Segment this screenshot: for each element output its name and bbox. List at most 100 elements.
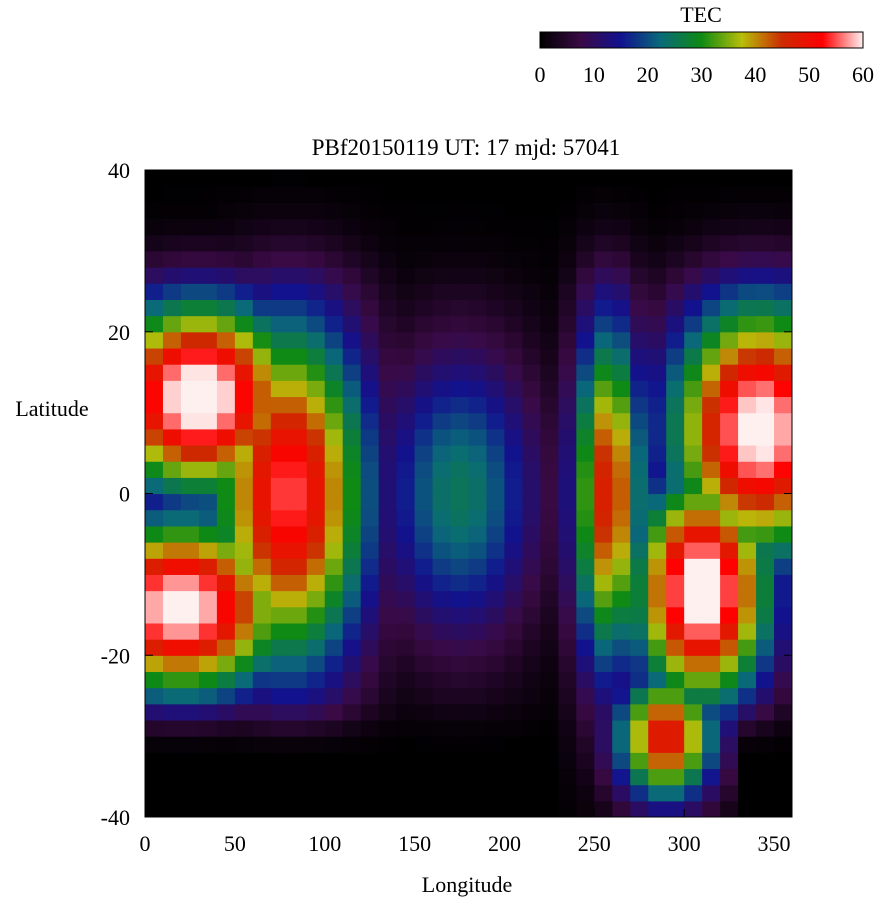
heatmap-cell: [342, 267, 362, 284]
heatmap-cell: [252, 622, 272, 640]
heatmap-cell: [630, 493, 649, 511]
heatmap-cell: [630, 331, 649, 349]
heatmap-cell: [270, 202, 290, 220]
x-tick-label: 300: [668, 831, 701, 856]
heatmap-cell: [468, 784, 488, 802]
heatmap-cell: [414, 509, 434, 527]
heatmap-cell: [162, 768, 182, 786]
heatmap-cell: [306, 428, 326, 446]
heatmap-cell: [198, 412, 218, 430]
heatmap-cell: [774, 509, 792, 527]
heatmap-cell: [216, 186, 236, 203]
heatmap-cell: [414, 525, 434, 543]
heatmap-cell: [288, 299, 308, 317]
heatmap-cell: [360, 525, 380, 543]
heatmap-cell: [504, 542, 524, 559]
heatmap-cell: [702, 444, 721, 462]
heatmap-cell: [252, 364, 272, 381]
heatmap-cell: [468, 622, 488, 640]
heatmap-cell: [162, 784, 182, 802]
heatmap-cell: [576, 315, 595, 333]
heatmap-cell: [360, 719, 380, 737]
heatmap-cell: [684, 800, 703, 817]
heatmap-cell: [630, 703, 649, 721]
heatmap-cell: [684, 428, 703, 446]
heatmap-cell: [432, 202, 452, 220]
heatmap-cell: [702, 800, 721, 817]
heatmap-cell: [684, 606, 703, 624]
heatmap-cell: [630, 380, 649, 398]
heatmap-cell: [198, 170, 218, 187]
heatmap-cell: [558, 331, 577, 349]
heatmap-cell: [576, 170, 595, 187]
heatmap-cell: [720, 768, 739, 786]
heatmap-cell: [630, 606, 649, 624]
heatmap-cell: [414, 606, 434, 624]
heatmap-cell: [432, 622, 452, 640]
heatmap-cell: [342, 558, 362, 575]
heatmap-cell: [180, 784, 200, 802]
heatmap-cell: [648, 590, 667, 608]
heatmap-cell: [486, 639, 506, 656]
heatmap-cell: [324, 170, 344, 187]
heatmap-cell: [234, 283, 254, 300]
heatmap-cell: [396, 428, 416, 446]
heatmap-cell: [324, 396, 344, 414]
heatmap-cell: [630, 396, 649, 414]
heatmap-cell: [540, 752, 559, 770]
heatmap-cell: [486, 687, 506, 705]
heatmap-cell: [180, 299, 200, 317]
heatmap-cell: [162, 202, 182, 220]
heatmap-cell: [396, 800, 416, 817]
heatmap-cell: [486, 509, 506, 527]
heatmap-cell: [198, 639, 218, 656]
heatmap-cell: [252, 509, 272, 527]
heatmap-cell: [522, 315, 541, 333]
heatmap-cell: [396, 250, 416, 268]
heatmap-cell: [756, 315, 775, 333]
heatmap-cell: [738, 525, 757, 543]
heatmap-cell: [270, 186, 290, 203]
heatmap-cell: [288, 250, 308, 268]
heatmap-cell: [630, 218, 649, 236]
heatmap-cell: [234, 186, 254, 203]
heatmap-cell: [432, 703, 452, 721]
heatmap-cell: [432, 412, 452, 430]
heatmap-cell: [594, 267, 613, 284]
heatmap-cell: [738, 671, 757, 689]
heatmap-cell: [756, 283, 775, 300]
heatmap-cell: [432, 655, 452, 673]
heatmap-cell: [576, 558, 595, 575]
heatmap-cell: [378, 234, 398, 252]
heatmap-cell: [756, 525, 775, 543]
heatmap-cell: [198, 186, 218, 203]
heatmap-cell: [396, 784, 416, 802]
heatmap-cell: [162, 380, 182, 398]
heatmap-cell: [774, 444, 792, 462]
heatmap-cell: [558, 655, 577, 673]
heatmap-cell: [180, 622, 200, 640]
heatmap-cell: [252, 170, 272, 187]
heatmap-cell: [720, 250, 739, 268]
heatmap-cell: [378, 655, 398, 673]
heatmap-cell: [162, 493, 182, 511]
heatmap-cell: [486, 461, 506, 478]
heatmap-cell: [378, 250, 398, 268]
heatmap-cell: [414, 283, 434, 300]
heatmap-cell: [612, 234, 631, 252]
heatmap-cell: [540, 606, 559, 624]
heatmap-cell: [396, 736, 416, 753]
heatmap-cell: [270, 703, 290, 721]
heatmap-cell: [378, 768, 398, 786]
heatmap-cell: [306, 525, 326, 543]
heatmap-cell: [378, 784, 398, 802]
heatmap-cell: [450, 574, 470, 592]
heatmap-cell: [360, 542, 380, 559]
heatmap-cell: [360, 364, 380, 381]
x-tick-label: 150: [398, 831, 431, 856]
heatmap-cell: [720, 703, 739, 721]
heatmap-cell: [594, 461, 613, 478]
heatmap-cell: [612, 719, 631, 737]
heatmap-cell: [180, 396, 200, 414]
heatmap-cell: [666, 234, 685, 252]
